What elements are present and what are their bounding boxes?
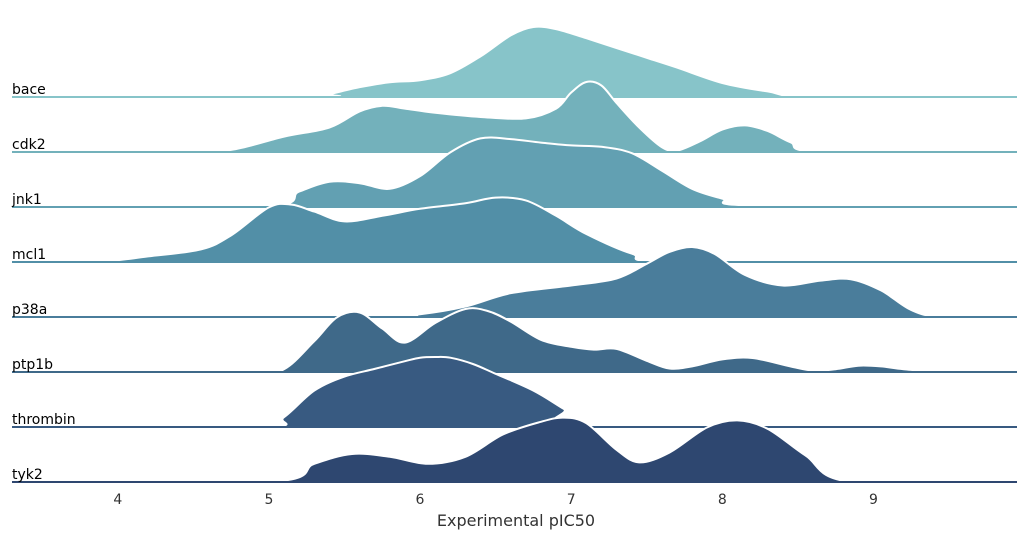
x-tick-label: 6 xyxy=(416,492,425,508)
ridge-area-cdk2 xyxy=(12,81,1017,153)
ridge-label-mcl1: mcl1 xyxy=(12,247,46,263)
x-axis-title: Experimental pIC50 xyxy=(437,511,595,530)
ridge-label-p38a: p38a xyxy=(12,302,47,318)
ridges: bace cdk2 jnk1 mcl1 p38a ptp1b thrombin tyk2 xyxy=(11,25,1018,485)
x-tick-label: 9 xyxy=(869,492,878,508)
ridge-area-bace xyxy=(12,26,1017,98)
ridge-mcl1: mcl1 xyxy=(11,196,1018,264)
ridge-ptp1b: ptp1b xyxy=(11,307,1018,374)
ridge-outline-p38a xyxy=(11,245,1018,319)
ridge-label-ptp1b: ptp1b xyxy=(12,357,53,373)
ridge-outline-mcl1 xyxy=(11,196,1018,264)
ridge-label-jnk1: jnk1 xyxy=(11,192,42,208)
ridge-outline-tyk2 xyxy=(11,416,1018,485)
ridge-p38a: p38a xyxy=(11,245,1018,319)
ridge-label-cdk2: cdk2 xyxy=(12,137,46,153)
ridge-bace: bace xyxy=(11,25,1018,99)
x-tick-label: 5 xyxy=(264,492,273,508)
ridge-label-tyk2: tyk2 xyxy=(12,467,43,483)
ridge-area-p38a xyxy=(12,246,1017,318)
ridge-area-thrombin xyxy=(12,356,1017,429)
ridge-label-bace: bace xyxy=(12,82,46,98)
ridge-area-mcl1 xyxy=(12,197,1017,263)
x-tick-label: 4 xyxy=(113,492,122,508)
ridge-outline-jnk1 xyxy=(11,136,1018,210)
x-axis: 4 5 6 7 8 9 xyxy=(113,492,878,508)
ridge-outline-ptp1b xyxy=(11,307,1018,374)
x-tick-label: 7 xyxy=(567,492,576,508)
ridge-tyk2: tyk2 xyxy=(11,416,1018,485)
ridge-area-tyk2 xyxy=(12,417,1017,484)
ridge-label-thrombin: thrombin xyxy=(12,412,76,428)
ridge-outline-cdk2 xyxy=(11,80,1018,154)
ridge-area-jnk1 xyxy=(12,137,1017,209)
ridge-area-ptp1b xyxy=(12,308,1017,373)
x-tick-label: 8 xyxy=(718,492,727,508)
ridge-outline-bace xyxy=(11,25,1018,99)
